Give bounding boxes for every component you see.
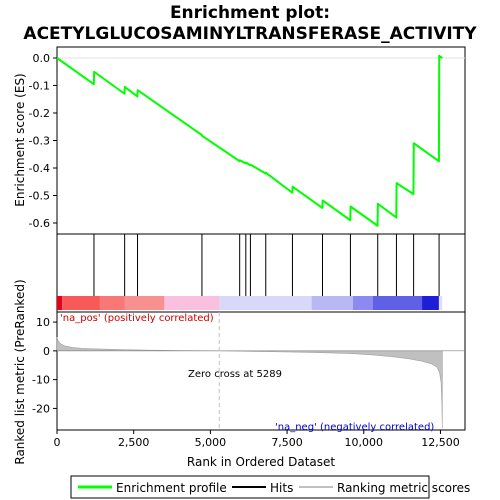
heat-bar-segment [220, 296, 312, 310]
es-panel-frame [57, 47, 465, 234]
metric-y-axis-label: Ranked list metric (PreRanked) [13, 279, 27, 464]
x-tick-label: 2,500 [118, 436, 150, 449]
heat-bar-segment [422, 296, 439, 310]
pos-correlated-label: 'na_pos' (positively correlated) [60, 313, 214, 324]
es-y-tick-label: 0.0 [33, 52, 51, 65]
heat-bar-segment [164, 296, 219, 310]
x-tick-label: 12,500 [421, 436, 460, 449]
metric-y-tick-label: -10 [32, 374, 50, 387]
heat-bar-segment [353, 296, 373, 310]
heat-bar-segment [312, 296, 353, 310]
legend-label-hits: Hits [270, 481, 293, 495]
x-tick-label: 7,500 [271, 436, 303, 449]
es-y-tick-label: -0.6 [29, 217, 50, 230]
es-y-tick-label: -0.5 [29, 190, 50, 203]
legend-label-ranking-metric: Ranking metric scores [337, 481, 470, 495]
zero-cross-label: Zero cross at 5289 [188, 369, 282, 380]
heat-bar-segment [62, 296, 100, 310]
legend: Enrichment profile Hits Ranking metric s… [71, 476, 470, 498]
es-y-axis-label: Enrichment score (ES) [13, 73, 27, 206]
metric-y-tick-label: 0 [43, 345, 50, 358]
es-y-tick-label: -0.2 [29, 107, 50, 120]
legend-label-enrichment-profile: Enrichment profile [116, 481, 227, 495]
heat-bar-segment [439, 296, 442, 310]
chart-title-line2: ACETYLGLUCOSAMINYLTRANSFERASE_ACTIVITY [23, 24, 477, 44]
heat-bar-segment [373, 296, 422, 310]
x-tick-label: 5,000 [195, 436, 227, 449]
chart-title-line1: Enrichment plot: [170, 3, 330, 23]
x-axis-label: Rank in Ordered Dataset [187, 455, 335, 469]
es-y-tick-label: -0.1 [29, 80, 50, 93]
heat-bar-segment [124, 296, 164, 310]
neg-correlated-label: 'na_neg' (negatively correlated) [275, 422, 434, 433]
heat-bar-segment [100, 296, 125, 310]
x-tick-label: 10,000 [345, 436, 384, 449]
es-y-tick-label: -0.4 [29, 162, 50, 175]
ranking-heat-bar [57, 296, 442, 310]
es-y-tick-label: -0.3 [29, 135, 50, 148]
metric-y-tick-label: -20 [32, 402, 50, 415]
x-tick-label: 0 [54, 436, 61, 449]
metric-y-tick-label: 10 [36, 316, 50, 329]
heat-bar-segment [57, 296, 62, 310]
